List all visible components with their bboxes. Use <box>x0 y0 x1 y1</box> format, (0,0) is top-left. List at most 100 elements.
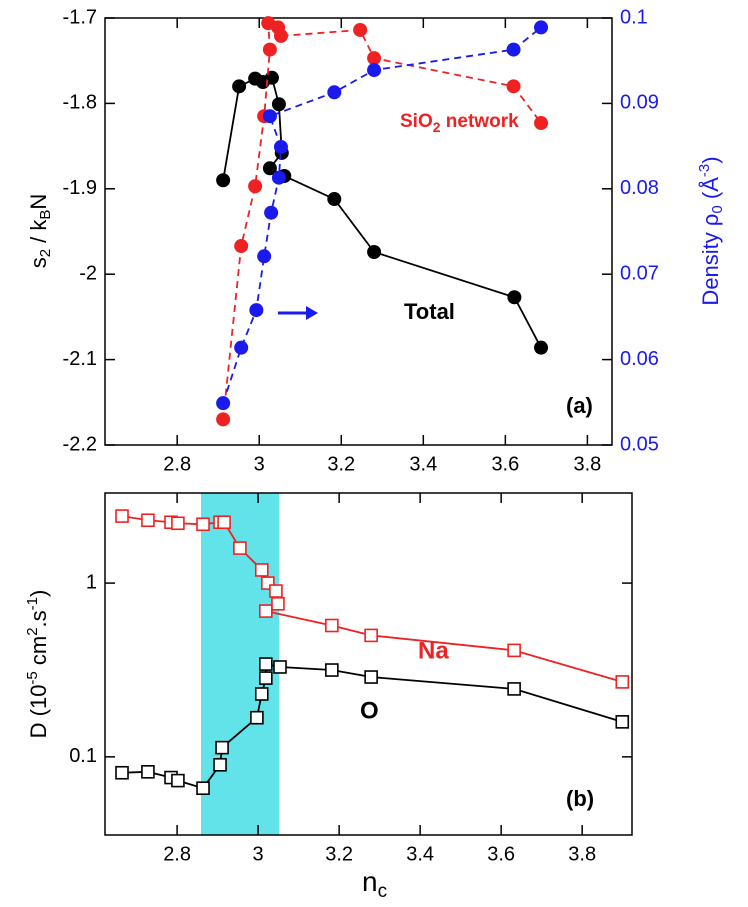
y-tick-label: -1.9 <box>63 177 97 199</box>
x-tick-label: 3.6 <box>491 453 519 475</box>
marker <box>367 63 382 78</box>
label-part: B <box>37 210 54 220</box>
x-tick-label: 3.2 <box>325 843 353 865</box>
x-tick-label: 3.2 <box>327 453 355 475</box>
arrow-head <box>306 306 318 320</box>
y-axis-label: s2 / kBN <box>26 194 54 269</box>
marker <box>273 28 288 43</box>
label-part: cm <box>26 636 51 671</box>
marker <box>254 687 269 701</box>
marker <box>367 244 382 259</box>
x-tick-label: 3.4 <box>409 453 437 475</box>
label-part: .s <box>26 610 51 627</box>
label-part: (Å <box>698 177 723 205</box>
y-tick-label: 0.1 <box>69 745 97 767</box>
marker <box>507 643 521 658</box>
marker <box>262 42 277 57</box>
y-tick-label: -1.8 <box>63 92 97 114</box>
marker <box>213 758 227 772</box>
marker <box>234 239 249 254</box>
marker <box>271 97 286 112</box>
annotation: O <box>360 697 379 724</box>
label-part: n <box>362 866 378 897</box>
marker <box>507 290 522 305</box>
x-tick-label: 3.6 <box>487 843 515 865</box>
x-tick-label: 2.8 <box>163 453 191 475</box>
label-part: network <box>441 111 520 132</box>
annotation: Total <box>404 299 455 324</box>
x-tick-label: 3.8 <box>568 843 596 865</box>
label-part: 0 <box>709 205 726 213</box>
label-part: / k <box>26 219 51 249</box>
label-part: D (10 <box>26 685 51 739</box>
y-tick-label: -2 <box>79 262 97 284</box>
marker <box>262 109 277 124</box>
marker <box>615 715 630 729</box>
y2-tick-label: 0.07 <box>620 262 659 284</box>
y-tick-label: -2.2 <box>63 433 97 455</box>
marker <box>364 628 378 643</box>
marker <box>262 161 277 176</box>
label-part: s <box>26 257 51 268</box>
marker <box>141 513 155 528</box>
marker <box>196 781 210 796</box>
marker <box>506 79 521 94</box>
label-part: ) <box>26 590 51 597</box>
label-part: -1 <box>24 597 41 610</box>
panel-label: (b) <box>566 786 594 811</box>
marker <box>506 42 521 57</box>
marker <box>250 710 264 725</box>
label-part: Density ρ <box>698 214 723 306</box>
marker <box>215 740 229 755</box>
panel-label: (a) <box>566 393 593 418</box>
y-axis-label: D (10-5 cm2.s-1) <box>24 590 51 739</box>
marker <box>327 192 342 207</box>
annotation: Na <box>418 637 449 664</box>
label-part: 2 <box>24 627 41 635</box>
marker <box>364 670 378 684</box>
y2-tick-label: 0.06 <box>620 348 659 370</box>
marker <box>534 20 549 35</box>
marker <box>534 116 549 131</box>
plot-frame <box>104 17 613 446</box>
label-part: -3 <box>696 164 713 177</box>
marker <box>259 604 273 618</box>
annotation: SiO2 network <box>400 111 519 135</box>
y2-tick-label: 0.1 <box>620 6 648 28</box>
marker <box>507 682 521 696</box>
marker <box>233 541 247 555</box>
marker <box>115 509 129 523</box>
y2-axis-label: Density ρ0 (Å-3) <box>696 156 726 305</box>
x-axis-label: nc <box>362 866 387 902</box>
series-line <box>222 21 542 420</box>
marker <box>216 396 231 411</box>
marker <box>257 249 272 264</box>
marker <box>534 340 549 355</box>
arrow <box>278 306 318 320</box>
label-part: 2 <box>433 119 441 135</box>
marker <box>141 765 155 779</box>
marker <box>325 618 339 633</box>
x-tick-label: 3 <box>253 843 264 865</box>
marker <box>271 170 286 185</box>
marker <box>271 597 285 611</box>
series-line <box>222 26 542 404</box>
label-part: N <box>26 194 51 210</box>
label-part: c <box>378 881 388 902</box>
plot-frame <box>104 492 633 836</box>
marker <box>249 303 264 318</box>
y-tick-label: -1.7 <box>63 6 97 28</box>
x-tick-label: 3.4 <box>406 843 434 865</box>
marker <box>327 85 342 100</box>
marker <box>115 765 129 780</box>
label-part: SiO <box>400 111 433 132</box>
marker <box>325 663 339 677</box>
marker <box>264 205 279 220</box>
marker <box>269 584 283 598</box>
y-tick-label: -2.1 <box>63 348 97 370</box>
x-tick-label: 3 <box>254 453 265 475</box>
marker <box>259 657 273 671</box>
marker <box>273 660 287 674</box>
marker <box>248 179 263 194</box>
